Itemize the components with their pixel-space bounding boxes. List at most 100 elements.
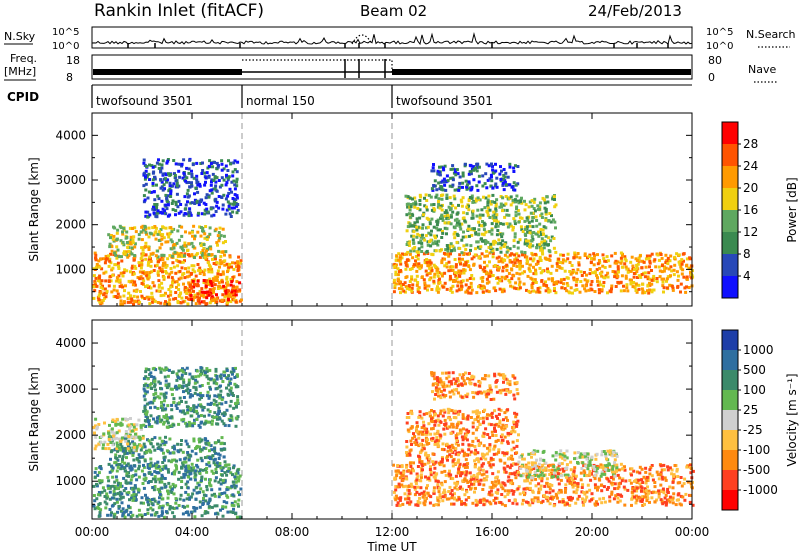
- data-cell: [487, 164, 491, 168]
- data-cell: [119, 482, 122, 486]
- data-cell: [501, 181, 505, 185]
- data-cell: [580, 490, 584, 494]
- data-cell: [160, 467, 164, 471]
- data-cell: [554, 492, 558, 496]
- data-cell: [168, 505, 172, 508]
- data-cell: [511, 482, 515, 486]
- data-cell: [205, 488, 209, 492]
- data-cell: [474, 232, 478, 236]
- data-cell: [453, 258, 457, 261]
- data-cell: [196, 263, 200, 266]
- data-cell: [160, 513, 164, 517]
- data-cell: [145, 410, 149, 414]
- data-cell: [108, 490, 112, 494]
- data-cell: [505, 250, 509, 254]
- data-cell: [219, 466, 223, 470]
- data-cell: [546, 495, 550, 499]
- data-cell: [462, 470, 466, 474]
- data-cell: [660, 489, 663, 493]
- data-cell: [503, 180, 507, 184]
- data-cell: [94, 256, 97, 260]
- data-cell: [454, 206, 458, 210]
- data-cell: [215, 386, 219, 390]
- data-cell: [180, 439, 183, 442]
- data-cell: [204, 510, 208, 514]
- data-cell: [573, 288, 577, 292]
- data-cell: [499, 250, 503, 254]
- data-cell: [168, 184, 172, 188]
- data-cell: [126, 255, 130, 259]
- data-cell: [423, 204, 427, 208]
- data-cell: [500, 257, 504, 261]
- data-cell: [437, 181, 441, 185]
- data-cell: [412, 202, 416, 206]
- data-cell: [93, 251, 97, 255]
- data-cell: [115, 245, 119, 249]
- data-cell: [210, 178, 214, 182]
- data-cell: [221, 380, 225, 383]
- data-cell: [394, 270, 398, 274]
- data-cell: [496, 488, 500, 492]
- data-cell: [484, 239, 488, 243]
- data-cell: [563, 490, 567, 494]
- data-cell: [540, 479, 544, 483]
- data-cell: [197, 211, 200, 215]
- data-cell: [158, 396, 162, 400]
- data-cell: [215, 276, 219, 279]
- data-cell: [517, 473, 521, 477]
- data-cell: [441, 166, 445, 170]
- data-cell: [110, 464, 113, 468]
- data-cell: [405, 243, 409, 246]
- data-cell: [443, 164, 447, 168]
- data-cell: [119, 439, 123, 443]
- data-cell: [164, 177, 167, 181]
- data-cell: [117, 274, 121, 278]
- data-cell: [154, 392, 158, 395]
- data-cell: [461, 257, 464, 261]
- data-cell: [423, 499, 427, 503]
- data-cell: [659, 464, 663, 468]
- data-cell: [574, 283, 578, 287]
- data-cell: [222, 422, 226, 426]
- data-cell: [212, 213, 216, 217]
- data-cell: [159, 468, 163, 472]
- data-cell: [616, 486, 620, 490]
- data-cell: [498, 172, 502, 176]
- data-cell: [148, 231, 152, 235]
- data-cell: [140, 496, 144, 500]
- data-cell: [148, 271, 152, 274]
- data-cell: [478, 216, 482, 220]
- data-cell: [680, 484, 684, 488]
- data-cell: [160, 473, 164, 477]
- data-cell: [142, 501, 145, 505]
- data-cell: [220, 298, 224, 302]
- data-cell: [575, 255, 579, 259]
- data-cell: [111, 266, 115, 270]
- data-cell: [457, 495, 461, 499]
- data-cell: [417, 262, 421, 266]
- data-cell: [208, 497, 212, 501]
- data-cell: [438, 187, 442, 191]
- data-cell: [161, 211, 164, 215]
- data-cell: [217, 281, 221, 285]
- data-cell: [116, 465, 120, 469]
- data-cell: [107, 284, 111, 288]
- data-cell: [144, 425, 148, 428]
- data-cell: [124, 479, 128, 483]
- data-cell: [524, 465, 528, 469]
- data-cell: [183, 259, 186, 263]
- data-cell: [480, 208, 484, 212]
- data-cell: [193, 198, 197, 202]
- data-cell: [557, 265, 561, 268]
- data-cell: [120, 460, 124, 464]
- data-cell: [213, 447, 217, 451]
- data-cell: [144, 476, 148, 480]
- data-cell: [392, 290, 396, 294]
- data-cell: [398, 260, 402, 264]
- data-cell: [214, 415, 218, 419]
- data-cell: [525, 288, 528, 292]
- data-cell: [130, 435, 134, 439]
- data-cell: [533, 209, 537, 213]
- data-cell: [507, 499, 511, 503]
- data-cell: [487, 280, 491, 284]
